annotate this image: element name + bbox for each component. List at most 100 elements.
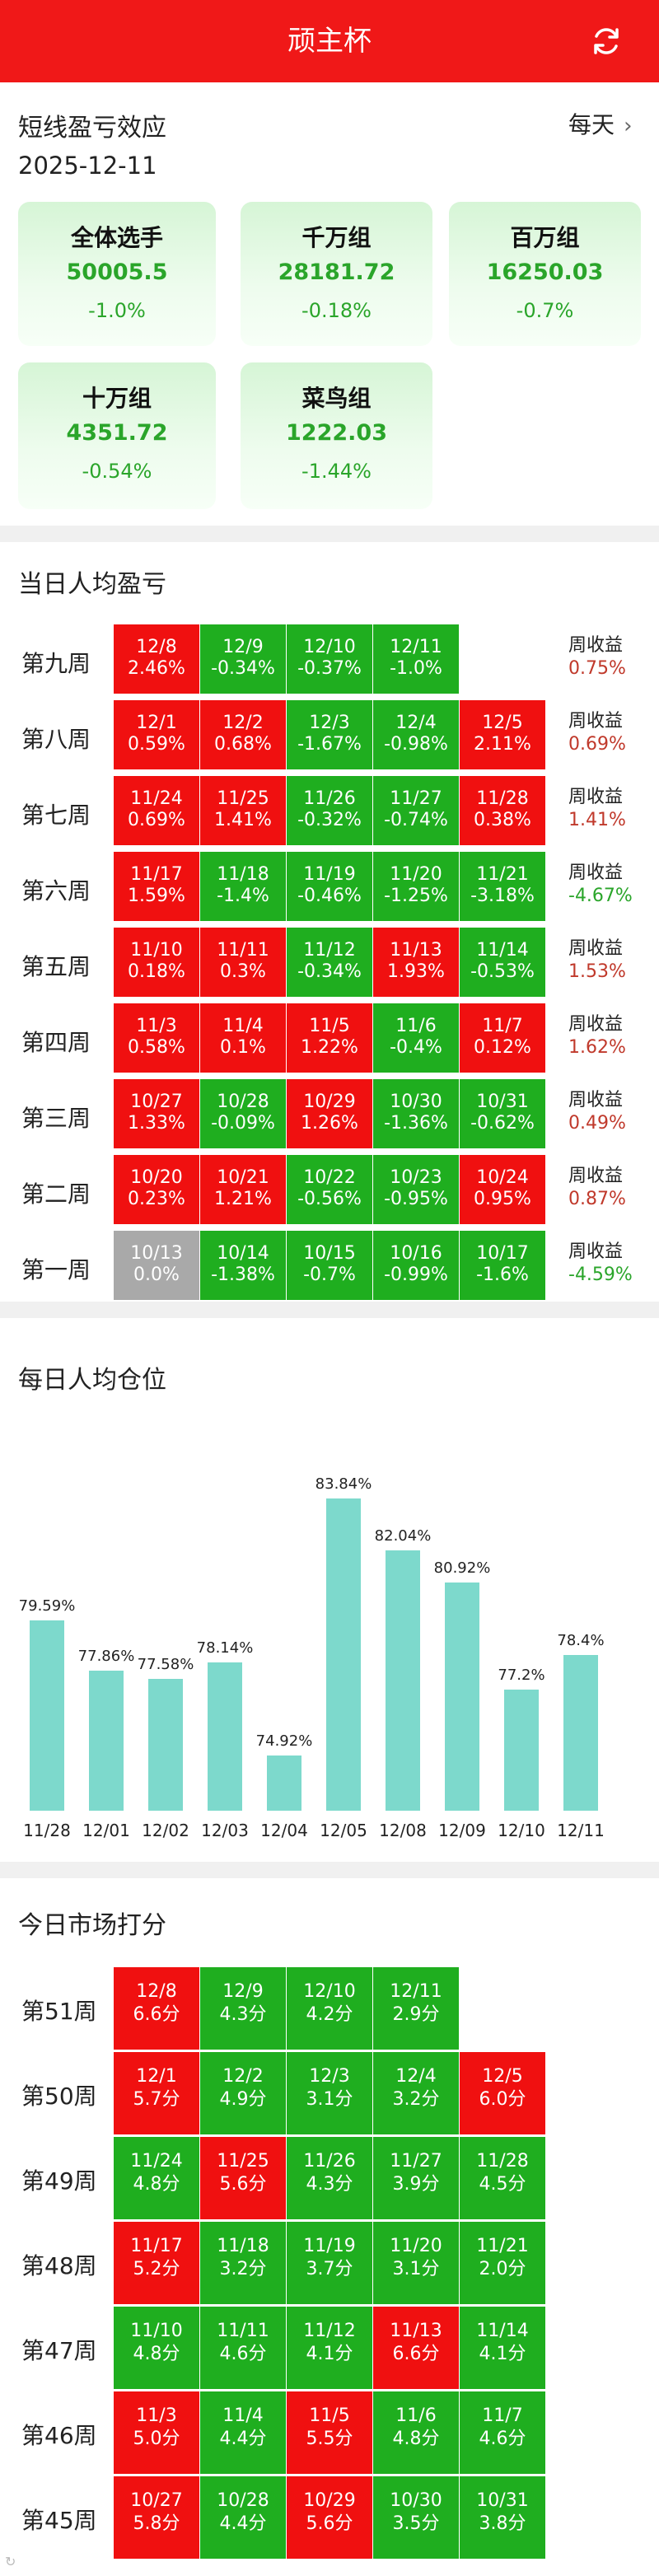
pnl-day-cell[interactable]: 12/5 2.11% <box>460 700 545 769</box>
cell-date: 11/19 <box>303 864 356 885</box>
group-name: 百万组 <box>510 224 580 251</box>
score-day-cell[interactable]: 10/29 5.6分 <box>287 2476 372 2559</box>
score-day-cell[interactable]: 11/13 6.6分 <box>373 2307 459 2389</box>
position-bar[interactable] <box>504 1690 539 1811</box>
score-day-cell[interactable]: 11/10 4.8分 <box>114 2307 199 2389</box>
pnl-day-cell[interactable]: 11/24 0.69% <box>114 776 199 845</box>
pnl-day-cell[interactable]: 11/5 1.22% <box>287 1003 372 1073</box>
position-bar[interactable] <box>208 1662 242 1811</box>
pnl-day-cell[interactable]: 12/1 0.59% <box>114 700 199 769</box>
pnl-day-cell[interactable]: 10/27 1.33% <box>114 1079 199 1148</box>
score-day-cell[interactable]: 10/28 4.4分 <box>200 2476 286 2559</box>
group-card-rookie[interactable]: 菜鸟组 1222.03 -1.44% <box>241 362 432 509</box>
pnl-day-cell[interactable]: 11/12 -0.34% <box>287 928 372 997</box>
pnl-day-cell[interactable]: 11/26 -0.32% <box>287 776 372 845</box>
score-day-cell[interactable]: 11/5 5.5分 <box>287 2391 372 2474</box>
cell-value: -0.99% <box>384 1265 448 1285</box>
score-day-cell[interactable]: 12/9 4.3分 <box>200 1967 286 2050</box>
score-day-cell[interactable]: 10/31 3.8分 <box>460 2476 545 2559</box>
score-day-cell[interactable]: 12/2 4.9分 <box>200 2052 286 2134</box>
score-day-cell[interactable]: 11/27 3.9分 <box>373 2137 459 2219</box>
score-day-cell[interactable]: 10/27 5.8分 <box>114 2476 199 2559</box>
pnl-day-cell[interactable]: 11/13 1.93% <box>373 928 459 997</box>
score-day-cell[interactable]: 11/6 4.8分 <box>373 2391 459 2474</box>
pnl-day-cell[interactable]: 11/19 -0.46% <box>287 852 372 921</box>
score-day-cell[interactable]: 11/12 4.1分 <box>287 2307 372 2389</box>
pnl-day-cell[interactable]: 10/28 -0.09% <box>200 1079 286 1148</box>
score-day-cell[interactable]: 11/21 2.0分 <box>460 2222 545 2304</box>
cell-date: 11/12 <box>303 2321 356 2341</box>
pnl-day-cell[interactable]: 11/7 0.12% <box>460 1003 545 1073</box>
pnl-day-cell[interactable]: 11/27 -0.74% <box>373 776 459 845</box>
score-day-cell[interactable]: 11/17 5.2分 <box>114 2222 199 2304</box>
score-day-cell[interactable]: 12/10 4.2分 <box>287 1967 372 2050</box>
pnl-day-cell[interactable]: 10/31 -0.62% <box>460 1079 545 1148</box>
pnl-day-cell[interactable]: 12/8 2.46% <box>114 624 199 694</box>
score-day-cell[interactable]: 11/3 5.0分 <box>114 2391 199 2474</box>
group-card-all[interactable]: 全体选手 50005.5 -1.0% <box>18 202 216 346</box>
score-day-cell[interactable]: 11/25 5.6分 <box>200 2137 286 2219</box>
position-bar[interactable] <box>386 1550 420 1811</box>
group-card-100k[interactable]: 十万组 4351.72 -0.54% <box>18 362 216 509</box>
pnl-day-cell[interactable]: 11/25 1.41% <box>200 776 286 845</box>
pnl-day-cell[interactable]: 10/15 -0.7% <box>287 1231 372 1300</box>
pnl-day-cell[interactable]: 12/11 -1.0% <box>373 624 459 694</box>
score-day-cell[interactable]: 12/3 3.1分 <box>287 2052 372 2134</box>
pnl-day-cell[interactable]: 10/16 -0.99% <box>373 1231 459 1300</box>
pnl-day-cell[interactable]: 10/30 -1.36% <box>373 1079 459 1148</box>
period-selector[interactable]: 每天 › <box>568 107 633 138</box>
score-day-cell[interactable]: 12/8 6.6分 <box>114 1967 199 2050</box>
score-day-cell[interactable]: 11/14 4.1分 <box>460 2307 545 2389</box>
pnl-day-cell[interactable]: 12/4 -0.98% <box>373 700 459 769</box>
score-day-cell[interactable]: 11/24 4.8分 <box>114 2137 199 2219</box>
pnl-day-cell[interactable]: 10/29 1.26% <box>287 1079 372 1148</box>
position-bar[interactable] <box>89 1670 124 1811</box>
score-day-cell[interactable]: 12/11 2.9分 <box>373 1967 459 2050</box>
score-day-cell[interactable]: 11/4 4.4分 <box>200 2391 286 2474</box>
position-bar[interactable] <box>445 1582 479 1811</box>
position-bar-label: 77.86% <box>77 1647 135 1665</box>
pnl-day-cell[interactable]: 10/23 -0.95% <box>373 1155 459 1224</box>
pnl-day-cell[interactable]: 11/14 -0.53% <box>460 928 545 997</box>
pnl-day-cell[interactable]: 10/20 0.23% <box>114 1155 199 1224</box>
pnl-day-cell[interactable]: 10/13 0.0% <box>114 1231 199 1300</box>
pnl-day-cell[interactable]: 11/21 -3.18% <box>460 852 545 921</box>
score-day-cell[interactable]: 11/28 4.5分 <box>460 2137 545 2219</box>
score-day-cell[interactable]: 11/20 3.1分 <box>373 2222 459 2304</box>
pnl-day-cell[interactable]: 10/14 -1.38% <box>200 1231 286 1300</box>
pnl-day-cell[interactable]: 10/17 -1.6% <box>460 1231 545 1300</box>
pnl-day-cell[interactable]: 12/10 -0.37% <box>287 624 372 694</box>
position-bar[interactable] <box>148 1678 183 1811</box>
pnl-day-cell[interactable]: 11/17 1.59% <box>114 852 199 921</box>
refresh-icon[interactable] <box>588 23 624 59</box>
position-bar[interactable] <box>563 1655 598 1811</box>
pnl-day-cell[interactable]: 11/4 0.1% <box>200 1003 286 1073</box>
score-day-cell[interactable]: 12/4 3.2分 <box>373 2052 459 2134</box>
score-day-cell[interactable]: 11/18 3.2分 <box>200 2222 286 2304</box>
pnl-day-cell[interactable]: 12/2 0.68% <box>200 700 286 769</box>
pnl-day-cell[interactable]: 11/18 -1.4% <box>200 852 286 921</box>
score-day-cell[interactable]: 10/30 3.5分 <box>373 2476 459 2559</box>
pnl-day-cell[interactable]: 10/24 0.95% <box>460 1155 545 1224</box>
pnl-day-cell[interactable]: 11/20 -1.25% <box>373 852 459 921</box>
score-day-cell[interactable]: 11/19 3.7分 <box>287 2222 372 2304</box>
pnl-day-cell[interactable]: 11/10 0.18% <box>114 928 199 997</box>
score-day-cell[interactable]: 11/26 4.3分 <box>287 2137 372 2219</box>
score-day-cell[interactable]: 11/11 4.6分 <box>200 2307 286 2389</box>
pnl-day-cell[interactable]: 12/3 -1.67% <box>287 700 372 769</box>
pnl-day-cell[interactable]: 12/9 -0.34% <box>200 624 286 694</box>
position-bar[interactable] <box>326 1498 361 1811</box>
group-card-10m[interactable]: 千万组 28181.72 -0.18% <box>241 202 432 346</box>
score-day-cell[interactable]: 12/5 6.0分 <box>460 2052 545 2134</box>
pnl-day-cell[interactable]: 11/6 -0.4% <box>373 1003 459 1073</box>
position-bar[interactable] <box>30 1620 64 1811</box>
pnl-day-cell[interactable]: 11/3 0.58% <box>114 1003 199 1073</box>
score-day-cell[interactable]: 11/7 4.6分 <box>460 2391 545 2474</box>
position-bar[interactable] <box>267 1755 301 1811</box>
pnl-day-cell[interactable]: 10/21 1.21% <box>200 1155 286 1224</box>
pnl-day-cell[interactable]: 10/22 -0.56% <box>287 1155 372 1224</box>
pnl-day-cell[interactable]: 11/11 0.3% <box>200 928 286 997</box>
pnl-day-cell[interactable]: 11/28 0.38% <box>460 776 545 845</box>
group-card-1m[interactable]: 百万组 16250.03 -0.7% <box>449 202 641 346</box>
score-day-cell[interactable]: 12/1 5.7分 <box>114 2052 199 2134</box>
